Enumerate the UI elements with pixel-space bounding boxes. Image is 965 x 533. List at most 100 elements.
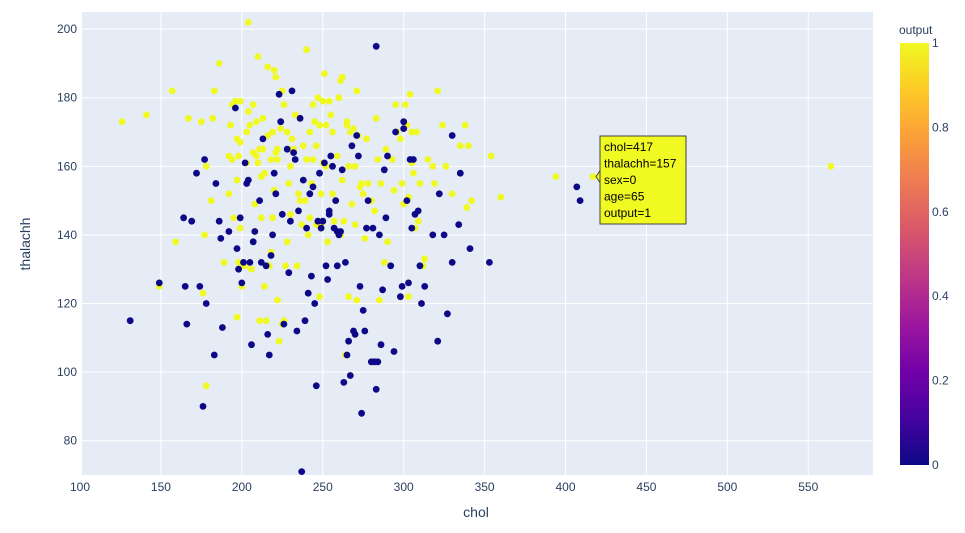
data-point[interactable] [416, 262, 424, 270]
data-point[interactable] [306, 128, 314, 136]
data-point[interactable] [382, 214, 390, 222]
data-point[interactable] [338, 176, 346, 184]
data-point[interactable] [319, 97, 327, 105]
data-point[interactable] [392, 128, 399, 136]
data-point[interactable] [235, 152, 243, 160]
data-point[interactable] [374, 156, 382, 163]
data-point[interactable] [353, 296, 361, 304]
data-point[interactable] [225, 228, 233, 235]
data-point[interactable] [434, 87, 442, 95]
data-point[interactable] [283, 145, 291, 153]
data-point[interactable] [329, 190, 336, 198]
data-point[interactable] [283, 238, 291, 246]
data-point[interactable] [351, 162, 359, 170]
data-point[interactable] [249, 101, 257, 108]
data-point[interactable] [299, 176, 307, 184]
data-point[interactable] [270, 66, 278, 74]
data-point[interactable] [236, 224, 244, 232]
data-point[interactable] [424, 156, 432, 163]
data-point[interactable] [269, 231, 276, 239]
data-point[interactable] [358, 409, 365, 417]
data-point[interactable] [322, 262, 330, 270]
data-point[interactable] [338, 73, 346, 81]
data-point[interactable] [335, 94, 343, 102]
data-point[interactable] [397, 135, 404, 143]
data-point[interactable] [573, 183, 581, 191]
data-point[interactable] [316, 121, 323, 129]
data-point[interactable] [272, 190, 280, 198]
data-point[interactable] [299, 142, 307, 150]
data-point[interactable] [418, 300, 425, 307]
data-point[interactable] [288, 135, 296, 143]
data-point[interactable] [253, 118, 260, 126]
data-point[interactable] [220, 259, 228, 266]
data-point[interactable] [361, 235, 369, 242]
data-point[interactable] [435, 190, 443, 198]
data-point[interactable] [382, 145, 390, 153]
data-point[interactable] [269, 128, 276, 136]
data-point[interactable] [217, 235, 225, 242]
data-point[interactable] [215, 60, 223, 67]
data-point[interactable] [233, 245, 241, 253]
data-point[interactable] [264, 331, 272, 338]
data-point[interactable] [118, 118, 126, 126]
data-point[interactable] [461, 121, 469, 129]
data-point[interactable] [317, 224, 325, 232]
data-point[interactable] [256, 317, 263, 325]
data-point[interactable] [355, 152, 362, 160]
data-point[interactable] [456, 169, 464, 177]
data-point[interactable] [180, 214, 188, 222]
data-point[interactable] [324, 238, 331, 246]
data-point[interactable] [374, 358, 382, 366]
data-point[interactable] [246, 121, 254, 129]
data-point[interactable] [327, 111, 335, 119]
data-point[interactable] [274, 296, 281, 304]
data-point[interactable] [348, 142, 356, 150]
data-point[interactable] [241, 159, 249, 167]
data-point[interactable] [257, 214, 265, 222]
data-point[interactable] [342, 259, 349, 266]
data-point[interactable] [215, 217, 223, 225]
data-point[interactable] [280, 320, 288, 328]
data-point[interactable] [372, 114, 380, 122]
data-point[interactable] [316, 293, 323, 301]
data-point[interactable] [201, 231, 209, 239]
data-point[interactable] [414, 217, 422, 225]
data-point[interactable] [275, 337, 283, 345]
data-point[interactable] [261, 169, 268, 177]
data-point[interactable] [143, 111, 150, 119]
data-point[interactable] [345, 162, 352, 170]
data-point[interactable] [369, 224, 377, 232]
data-point[interactable] [364, 197, 372, 205]
data-point[interactable] [202, 382, 210, 390]
data-point[interactable] [259, 114, 267, 122]
data-point[interactable] [233, 176, 241, 184]
data-point[interactable] [351, 221, 359, 229]
data-point[interactable] [421, 255, 429, 263]
data-point[interactable] [287, 162, 294, 170]
data-point[interactable] [270, 169, 278, 177]
data-point[interactable] [421, 283, 429, 290]
data-point[interactable] [253, 152, 260, 160]
data-point[interactable] [337, 228, 344, 235]
data-point[interactable] [827, 162, 835, 170]
data-point[interactable] [364, 180, 372, 187]
data-point[interactable] [379, 286, 386, 294]
data-point[interactable] [309, 156, 317, 163]
data-point[interactable] [345, 337, 352, 345]
data-point[interactable] [296, 197, 304, 205]
data-point[interactable] [272, 73, 280, 81]
data-point[interactable] [227, 121, 234, 129]
data-point[interactable] [201, 156, 209, 163]
data-point[interactable] [384, 152, 391, 160]
data-point[interactable] [408, 128, 416, 136]
data-point[interactable] [301, 317, 309, 325]
data-point[interactable] [304, 231, 312, 239]
data-point[interactable] [264, 63, 272, 71]
data-point[interactable] [254, 53, 262, 60]
data-point[interactable] [210, 351, 218, 359]
data-point[interactable] [246, 259, 254, 266]
data-point[interactable] [198, 118, 205, 126]
data-point[interactable] [434, 337, 442, 345]
data-point[interactable] [329, 128, 336, 136]
